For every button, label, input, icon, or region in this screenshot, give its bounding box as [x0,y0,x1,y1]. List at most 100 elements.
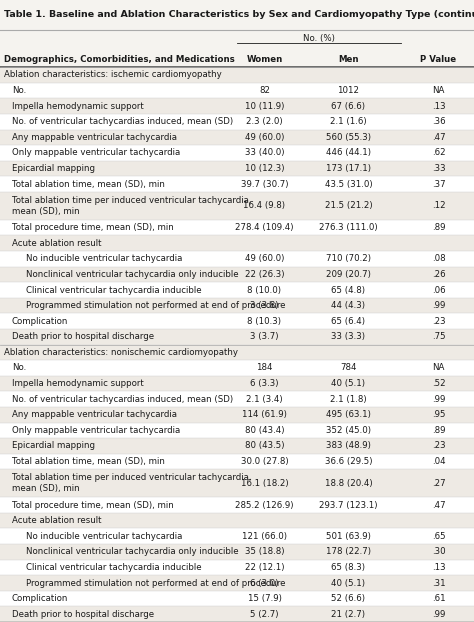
Text: NA: NA [432,363,445,373]
Bar [0,591,474,606]
Text: 114 (61.9): 114 (61.9) [242,411,287,419]
Text: 6 (3.0): 6 (3.0) [250,578,279,588]
Text: Total ablation time per induced ventricular tachycardia,: Total ablation time per induced ventricu… [12,196,251,205]
Text: Acute ablation result: Acute ablation result [12,239,101,248]
Text: Complication: Complication [12,594,68,603]
Text: .23: .23 [432,442,445,450]
Bar [0,313,474,329]
Text: Complication: Complication [12,317,68,326]
Text: 352 (45.0): 352 (45.0) [326,426,371,435]
Text: 278.4 (109.4): 278.4 (109.4) [235,223,294,232]
Text: 33 (3.3): 33 (3.3) [331,332,365,341]
Text: .47: .47 [432,133,445,142]
Text: 67 (6.6): 67 (6.6) [331,101,365,111]
Text: .31: .31 [432,578,445,588]
Text: No.: No. [12,86,26,95]
Text: .12: .12 [432,202,445,210]
Text: 2.1 (1.8): 2.1 (1.8) [330,394,367,404]
Bar [0,145,474,160]
Text: 16.4 (9.8): 16.4 (9.8) [244,202,285,210]
Text: Nonclinical ventricular tachycardia only inducible: Nonclinical ventricular tachycardia only… [26,547,239,556]
Text: Women: Women [246,55,283,64]
Text: .99: .99 [432,394,445,404]
Bar [0,560,474,575]
Text: 49 (60.0): 49 (60.0) [245,133,284,142]
Text: 2.1 (1.6): 2.1 (1.6) [330,117,367,126]
Text: Total procedure time, mean (SD), min: Total procedure time, mean (SD), min [12,223,173,232]
Bar [0,329,474,345]
Text: No. of ventricular tachycardias induced, mean (SD): No. of ventricular tachycardias induced,… [12,117,233,126]
Text: .61: .61 [432,594,445,603]
Text: Acute ablation result: Acute ablation result [12,516,101,525]
Text: Ablation characteristics: nonischemic cardiomyopathy: Ablation characteristics: nonischemic ca… [4,348,238,357]
Text: .99: .99 [432,301,445,310]
Text: .52: .52 [432,379,445,388]
Text: Nonclinical ventricular tachycardia only inducible: Nonclinical ventricular tachycardia only… [26,270,239,279]
Text: .65: .65 [432,532,445,541]
Bar [0,497,474,513]
Bar [0,160,474,176]
Text: .23: .23 [432,317,445,326]
Bar [0,513,474,529]
Bar [0,220,474,236]
Bar [0,407,474,422]
Bar [0,251,474,267]
Bar [0,192,474,220]
Text: 80 (43.5): 80 (43.5) [245,442,284,450]
Text: 65 (4.8): 65 (4.8) [331,285,365,295]
Text: Only mappable ventricular tachycardia: Only mappable ventricular tachycardia [12,149,180,157]
Text: 6 (3.3): 6 (3.3) [250,379,279,388]
Text: .99: .99 [432,610,445,619]
Text: Clinical ventricular tachycardia inducible: Clinical ventricular tachycardia inducib… [26,563,202,572]
Text: Death prior to hospital discharge: Death prior to hospital discharge [12,610,154,619]
Text: 80 (43.4): 80 (43.4) [245,426,284,435]
Text: 18.8 (20.4): 18.8 (20.4) [325,479,372,488]
Bar [0,0,474,30]
Text: .95: .95 [432,411,445,419]
Bar [0,282,474,298]
Text: 10 (11.9): 10 (11.9) [245,101,284,111]
Text: .36: .36 [432,117,445,126]
Text: 285.2 (126.9): 285.2 (126.9) [235,501,294,509]
Bar [0,391,474,407]
Text: 1012: 1012 [337,86,359,95]
Text: .06: .06 [432,285,445,295]
Text: 35 (18.8): 35 (18.8) [245,547,284,556]
Text: .89: .89 [432,426,445,435]
Text: 2.3 (2.0): 2.3 (2.0) [246,117,283,126]
Text: 52 (6.6): 52 (6.6) [331,594,365,603]
Text: 33 (40.0): 33 (40.0) [245,149,284,157]
Bar [0,30,474,67]
Text: .27: .27 [432,479,445,488]
Bar [0,176,474,192]
Text: 3 (3.7): 3 (3.7) [250,332,279,341]
Text: 21.5 (21.2): 21.5 (21.2) [325,202,372,210]
Text: 30.0 (27.8): 30.0 (27.8) [241,457,288,466]
Bar [0,98,474,114]
Text: Any mappable ventricular tachycardia: Any mappable ventricular tachycardia [12,411,177,419]
Text: Death prior to hospital discharge: Death prior to hospital discharge [12,332,154,341]
Text: Epicardial mapping: Epicardial mapping [12,164,95,173]
Bar [0,345,474,360]
Text: 16.1 (18.2): 16.1 (18.2) [241,479,288,488]
Text: .37: .37 [432,180,445,188]
Text: .33: .33 [432,164,445,173]
Text: Total ablation time, mean (SD), min: Total ablation time, mean (SD), min [12,180,165,188]
Text: 178 (22.7): 178 (22.7) [326,547,371,556]
Text: Any mappable ventricular tachycardia: Any mappable ventricular tachycardia [12,133,177,142]
Text: .13: .13 [432,563,445,572]
Text: 276.3 (111.0): 276.3 (111.0) [319,223,378,232]
Text: 43.5 (31.0): 43.5 (31.0) [325,180,372,188]
Bar [0,129,474,145]
Text: 501 (63.9): 501 (63.9) [326,532,371,541]
Text: 8 (10.0): 8 (10.0) [247,285,282,295]
Text: 10 (12.3): 10 (12.3) [245,164,284,173]
Bar [0,453,474,470]
Text: NA: NA [432,86,445,95]
Text: 65 (6.4): 65 (6.4) [331,317,365,326]
Bar [0,422,474,438]
Text: 8 (10.3): 8 (10.3) [247,317,282,326]
Text: 209 (20.7): 209 (20.7) [326,270,371,279]
Text: .08: .08 [432,254,445,263]
Text: 22 (26.3): 22 (26.3) [245,270,284,279]
